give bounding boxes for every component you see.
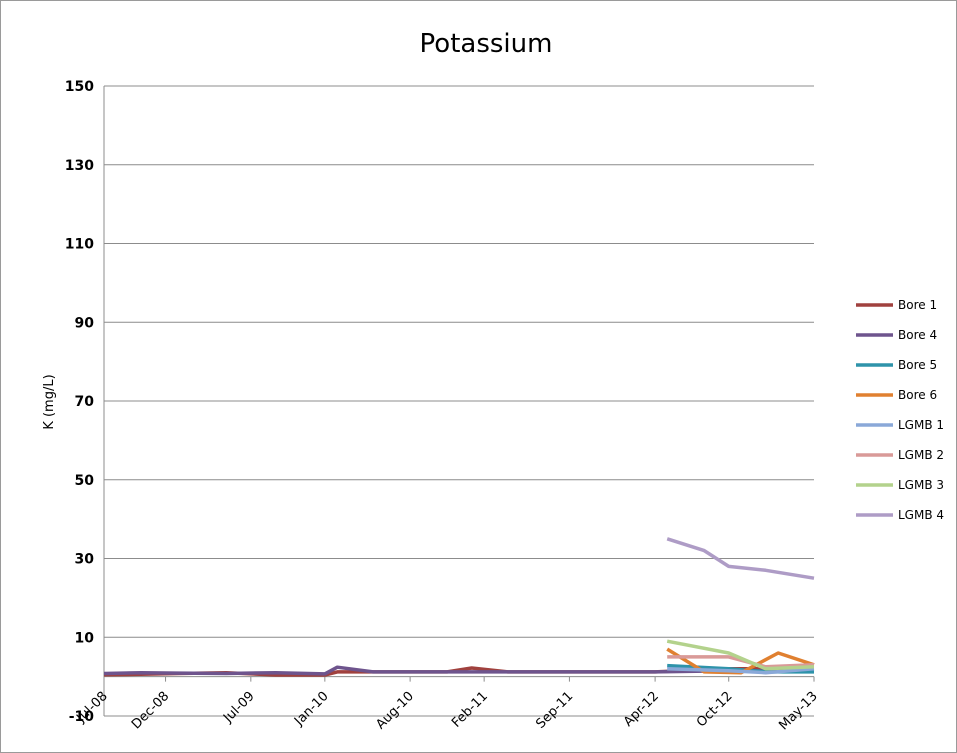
y-tick-label: 150 <box>65 79 94 95</box>
y-tick-label: 90 <box>75 315 95 331</box>
y-tick-label: -10 <box>69 709 95 725</box>
gridlines <box>104 85 814 717</box>
legend-item: LGMB 2 <box>856 448 944 462</box>
legend-label: Bore 1 <box>898 298 937 312</box>
legend-label: Bore 6 <box>898 388 937 402</box>
series-lines <box>103 537 815 677</box>
y-tick-label: 50 <box>75 473 95 489</box>
chart-title: Potassium <box>420 29 553 59</box>
legend-item: Bore 5 <box>856 358 937 372</box>
y-axis-label: K (mg/L) <box>42 374 57 429</box>
y-tick-label: 30 <box>75 552 95 568</box>
series-line <box>666 639 815 671</box>
series-lgmb-1 <box>667 667 815 675</box>
axes <box>103 86 815 716</box>
y-tick-label: 10 <box>75 630 95 646</box>
legend-item: LGMB 3 <box>856 478 944 492</box>
y-tick-label: 130 <box>65 158 94 174</box>
series-line <box>666 537 815 580</box>
series-line <box>103 665 814 676</box>
legend-label: LGMB 1 <box>898 418 944 432</box>
legend-label: LGMB 2 <box>898 448 944 462</box>
legend-item: Bore 4 <box>856 328 937 342</box>
legend-item: Bore 1 <box>856 298 937 312</box>
legend-item: LGMB 1 <box>856 418 944 432</box>
legend: Bore 1 Bore 4 Bore 5 Bore 6 LGMB 1 LGMB 2 LGMB… <box>856 298 944 522</box>
y-tick-labels: 150 130 110 90 70 50 30 10 -10 <box>65 79 94 725</box>
legend-label: Bore 5 <box>898 358 937 372</box>
series-lgmb-4 <box>666 537 815 580</box>
legend-item: LGMB 4 <box>856 508 944 522</box>
y-tick-label: 70 <box>75 394 95 410</box>
legend-label: LGMB 3 <box>898 478 944 492</box>
series-line <box>667 667 815 675</box>
y-tick-label: 110 <box>65 237 94 253</box>
legend-label: Bore 4 <box>898 328 937 342</box>
legend-label: LGMB 4 <box>898 508 944 522</box>
series-lgmb-3 <box>666 639 815 671</box>
legend-item: Bore 6 <box>856 388 937 402</box>
